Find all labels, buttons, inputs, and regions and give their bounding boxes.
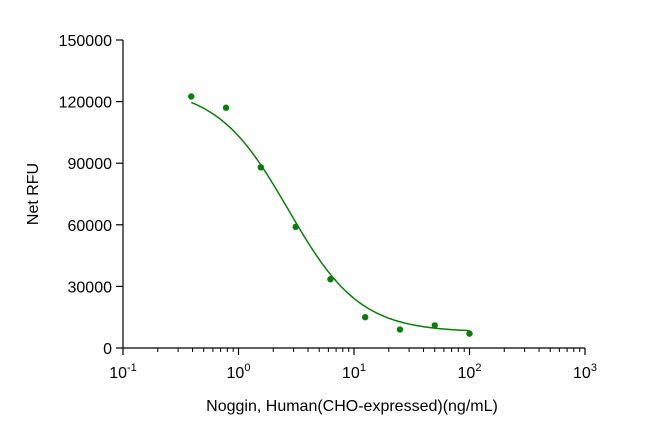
x-tick-label-exponent: 3 — [591, 362, 597, 374]
data-point — [222, 104, 230, 111]
y-tick-label: 60000 — [68, 218, 113, 235]
x-tick-label-base: 10 — [342, 365, 360, 382]
x-ticks: 10-1 100 101 102 103 — [109, 348, 597, 382]
data-point — [396, 326, 404, 333]
y-tick-label: 90000 — [68, 156, 113, 173]
data-point — [361, 314, 369, 321]
x-tick-label: 101 — [342, 362, 366, 382]
x-tick-label-base: 10 — [458, 365, 476, 382]
y-tick-label: 120000 — [59, 95, 112, 112]
y-tick-label: 30000 — [68, 279, 113, 296]
x-tick-label: 10-1 — [109, 362, 137, 382]
x-tick-label: 102 — [458, 362, 482, 382]
x-tick-label-base: 10 — [109, 365, 127, 382]
data-points — [188, 93, 473, 337]
x-tick-label-base: 10 — [227, 365, 245, 382]
data-point — [466, 330, 473, 337]
x-tick-label: 103 — [573, 362, 597, 382]
y-tick-label: 150000 — [59, 33, 112, 50]
y-ticks: 0 30000 60000 90000 120000 150000 — [59, 33, 123, 358]
y-axis-title: Net RFU — [25, 163, 42, 225]
axes — [122, 40, 585, 349]
data-point — [188, 93, 195, 100]
x-tick-label-exponent: 0 — [244, 362, 250, 374]
x-tick-label-exponent: 2 — [475, 362, 481, 374]
x-tick-label-exponent: -1 — [127, 362, 137, 374]
plot-area — [188, 93, 473, 337]
x-tick-label-exponent: 1 — [360, 362, 366, 374]
x-axis-title: Noggin, Human(CHO-expressed)(ng/mL) — [206, 398, 498, 415]
data-point — [431, 322, 438, 329]
y-tick-label: 0 — [103, 341, 112, 358]
x-tick-label: 100 — [227, 362, 251, 382]
x-tick-label-base: 10 — [573, 365, 591, 382]
fit-curve — [190, 101, 470, 332]
data-point — [327, 276, 334, 283]
data-point — [292, 223, 299, 231]
data-point — [257, 164, 265, 171]
